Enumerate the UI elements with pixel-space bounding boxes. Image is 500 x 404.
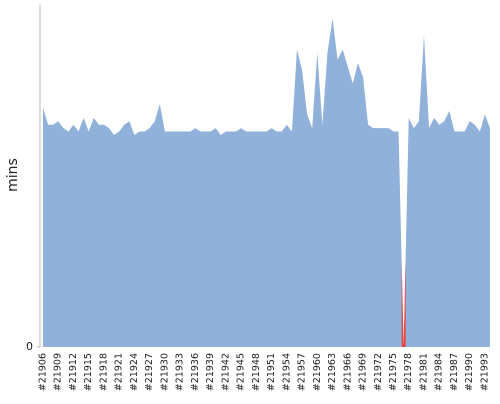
y-tick-label: 0	[26, 340, 33, 353]
x-tick-label: #21954	[281, 353, 292, 391]
x-tick-label: #21939	[205, 353, 216, 391]
x-tick-label: #21972	[373, 353, 384, 391]
x-tick-label: #21945	[236, 353, 247, 391]
x-tick-label: #21951	[266, 353, 277, 391]
x-tick-label: #21978	[403, 353, 414, 391]
x-tick-label: #21963	[327, 353, 338, 391]
x-tick-label: #21987	[449, 353, 460, 391]
x-tick-label: #21966	[342, 353, 353, 391]
x-tick-label: #21912	[68, 353, 79, 391]
x-tick-label: #21906	[38, 353, 49, 391]
x-tick-label: #21984	[434, 353, 445, 391]
x-tick-label: #21921	[114, 353, 125, 391]
area	[43, 18, 490, 348]
x-tick-label: #21924	[129, 353, 140, 391]
x-tick-label: #21969	[358, 353, 369, 391]
x-tick-label: #21990	[464, 353, 475, 391]
x-tick-label: #21975	[388, 353, 399, 391]
x-tick-label: #21930	[159, 353, 170, 391]
x-tick-label: #21933	[175, 353, 186, 391]
x-tick-label: #21993	[479, 353, 490, 391]
x-tick-label: #21960	[312, 353, 323, 391]
x-tick-label: #21918	[98, 353, 109, 391]
highlight-area	[401, 255, 406, 347]
x-tick-label: #21909	[53, 353, 64, 391]
x-tick-label: #21942	[220, 353, 231, 391]
x-tick-label: #21948	[251, 353, 262, 391]
x-tick-label: #21936	[190, 353, 201, 391]
x-tick-label: #21981	[418, 353, 429, 391]
x-tick-label: #21927	[144, 353, 155, 391]
y-axis-label: mins	[5, 158, 21, 192]
x-tick-label: #21915	[83, 353, 94, 391]
x-tick-label: #21957	[297, 353, 308, 391]
